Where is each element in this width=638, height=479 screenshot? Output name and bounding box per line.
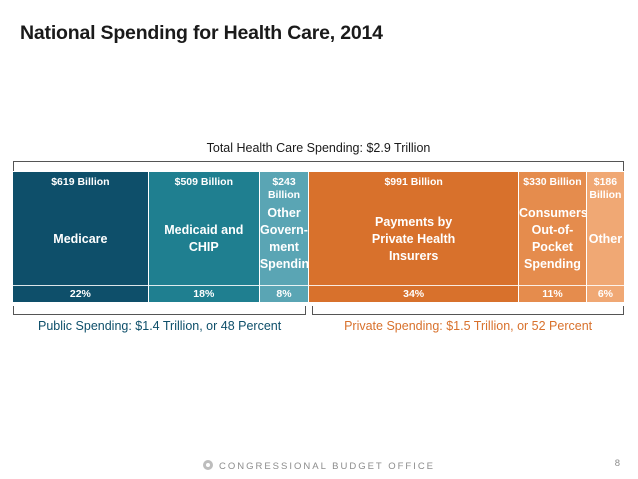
segment-percent-label: 34% (403, 288, 425, 300)
segment-amount-label: $330 Billion (523, 176, 582, 188)
segment-name-label: Other (588, 231, 623, 246)
segment-percent-label: 6% (597, 288, 613, 300)
segment-amount-label: $991 Billion (384, 176, 443, 188)
segment-percent-label: 22% (69, 288, 91, 300)
segment-amount-label: $509 Billion (174, 176, 233, 188)
cbo-logo-icon (202, 460, 213, 470)
segment-divider (259, 285, 309, 286)
segment-divider (519, 285, 586, 286)
segment-percent-label: 8% (276, 288, 292, 300)
footer-organization: CONGRESSIONAL BUDGET OFFICE (218, 461, 436, 472)
bar-segment-4: $330 Billion Consumers' Out-of- Pocket Spend… (519, 172, 587, 302)
segment-amount-label: $186 Billion (589, 176, 622, 201)
group-label-1: Private Spending: $1.5 Trillion, or 52 P… (344, 319, 593, 333)
segment-divider (13, 285, 148, 286)
segment-amount-label: $619 Billion (51, 176, 110, 188)
segment-divider (586, 285, 624, 286)
bar-segment-1: $509 Billion Medicaid and CHIP 18% (148, 172, 260, 302)
footer: CONGRESSIONAL BUDGET OFFICE (0, 460, 638, 472)
group-bracket-1 (312, 306, 624, 315)
bar-segment-0: $619 Billion Medicare 22% (13, 172, 149, 302)
bar-segment-3: $991 Billion Payments by Private Health Ins… (309, 172, 520, 302)
total-spending-label: Total Health Care Spending: $2.9 Trillio… (206, 141, 431, 155)
segment-name-label: Consumers' Out-of- Pocket Spending (519, 206, 587, 271)
page-number: 8 (614, 458, 620, 469)
segment-percent-label: 11% (542, 288, 563, 300)
stacked-spending-bar: $619 Billion Medicare 22% $509 Billion Medic… (13, 172, 624, 302)
segment-divider (148, 285, 259, 286)
group-bracket-0 (13, 306, 307, 315)
segment-name-label: Medicare (53, 231, 108, 246)
segment-amount-label: $243 Billion (267, 176, 301, 201)
bar-segment-5: $186 Billion Other 6% (586, 172, 624, 302)
segment-divider (309, 285, 519, 286)
segment-name-label: Payments by Private Health Insurers (371, 214, 456, 263)
segment-percent-label: 18% (193, 288, 215, 300)
segment-name-label: Medicaid and CHIP (164, 223, 244, 254)
total-bracket (13, 161, 624, 171)
chart-title: National Spending for Health Care, 2014 (20, 22, 383, 44)
group-label-0: Public Spending: $1.4 Trillion, or 48 Pe… (38, 319, 282, 333)
